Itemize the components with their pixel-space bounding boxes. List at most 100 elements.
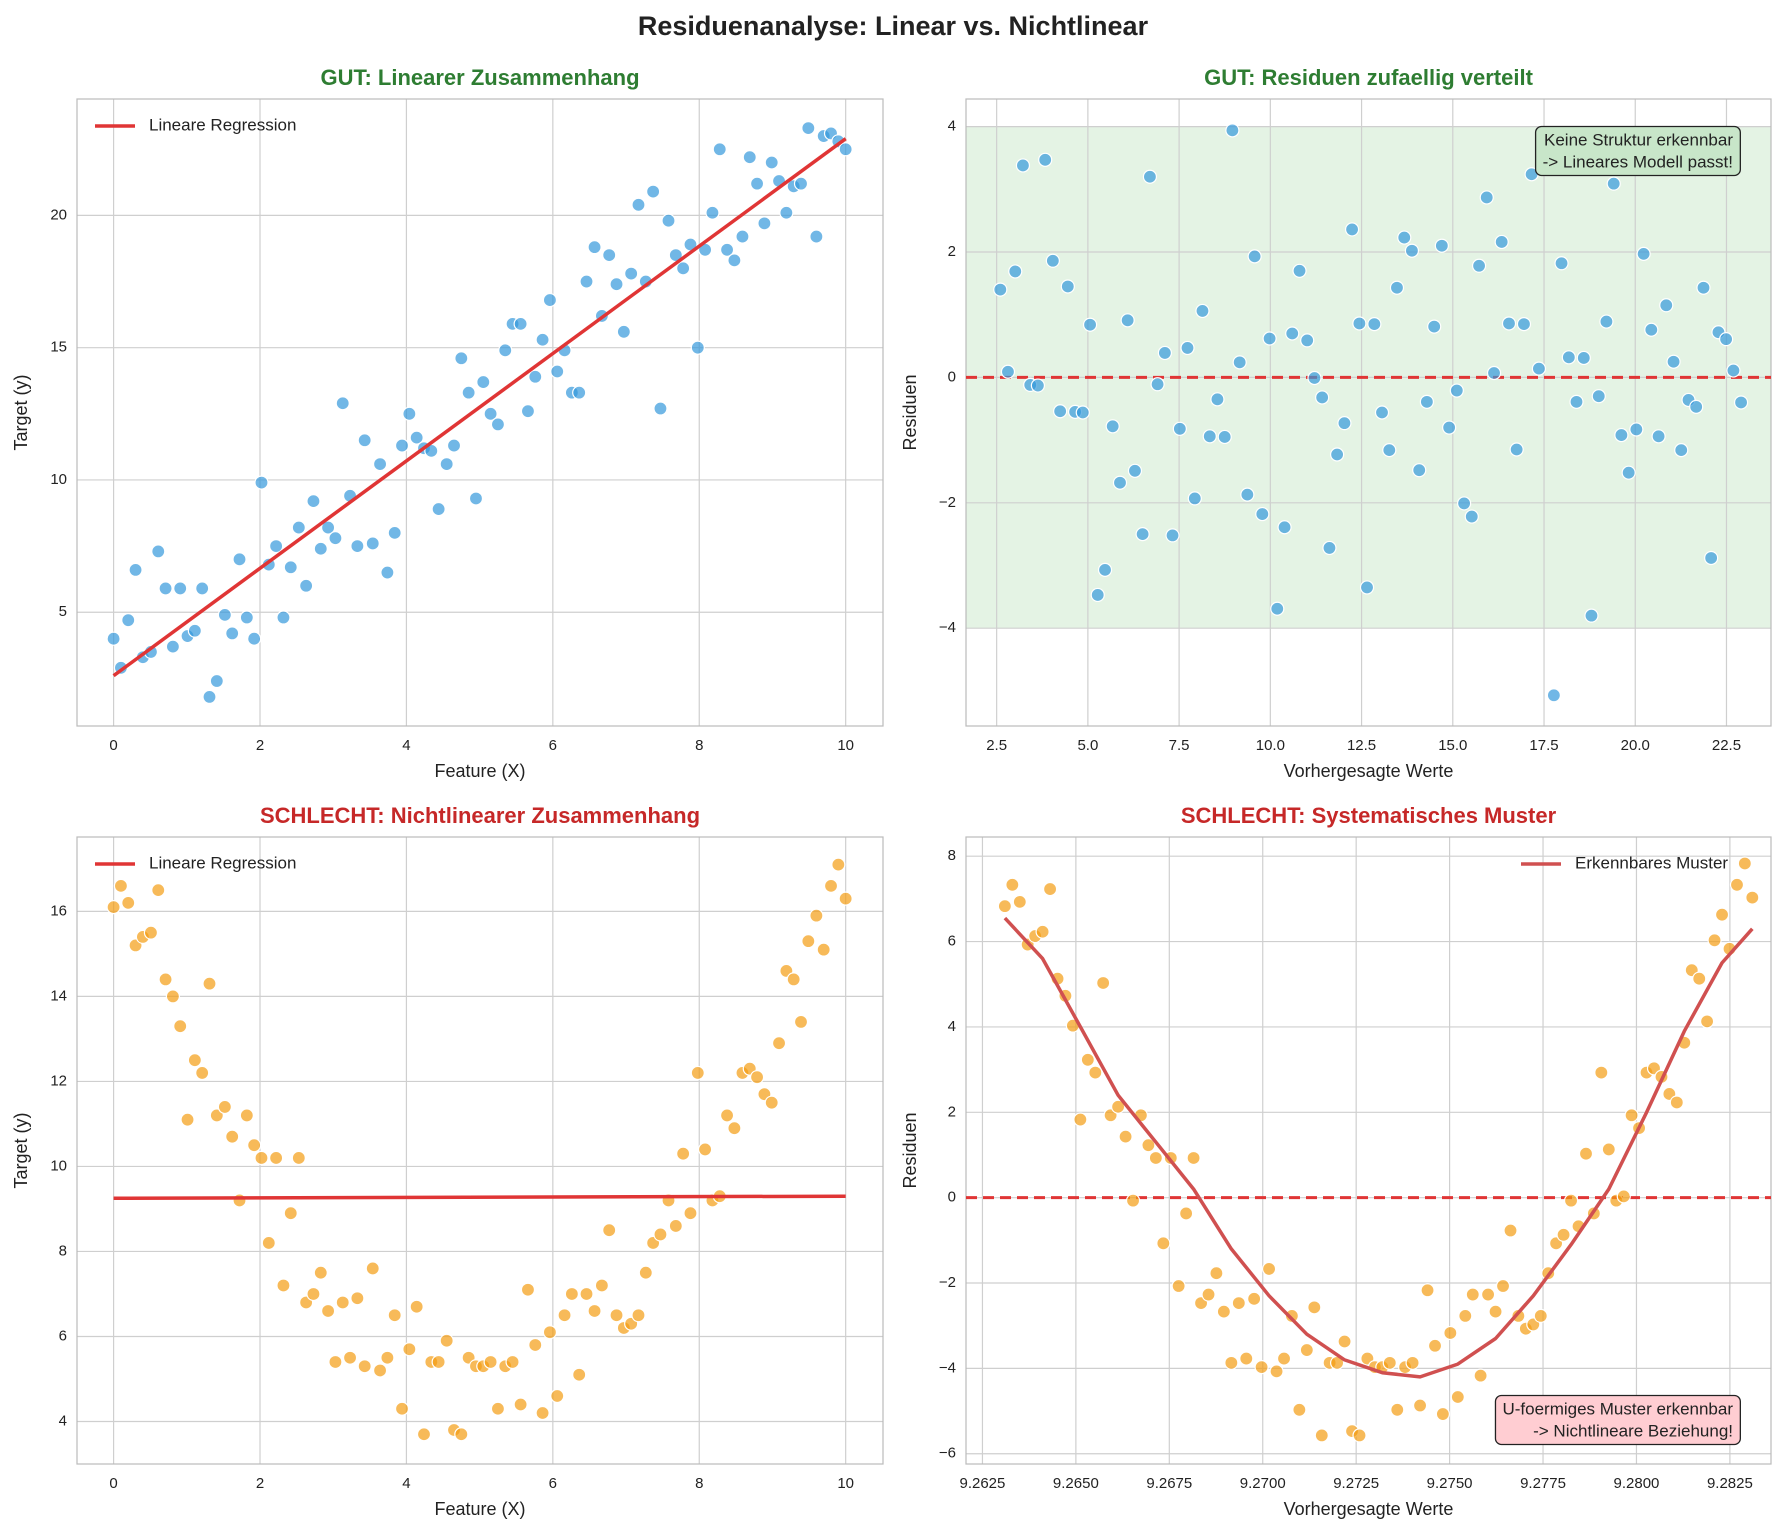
data-point [676, 261, 691, 276]
data-point [232, 1193, 247, 1208]
data-point [1270, 601, 1285, 616]
x-tick-label: 10 [837, 737, 854, 754]
annotation: U-foermiges Muster erkennbar -> Nichtline… [1494, 1394, 1741, 1446]
data-point [158, 972, 173, 987]
y-tick-label: 10 [50, 471, 67, 488]
data-point [1120, 313, 1135, 328]
x-tick-label: 9.2625 [959, 1475, 1005, 1492]
data-point [387, 525, 402, 540]
data-point [328, 1354, 343, 1370]
data-point [690, 340, 705, 355]
data-point [1012, 894, 1027, 909]
data-point [431, 501, 446, 517]
data-point [1330, 447, 1345, 462]
data-point [742, 150, 757, 165]
data-point [1284, 1308, 1299, 1323]
data-point [1142, 169, 1158, 184]
data-point [209, 1108, 224, 1123]
data-point [587, 1303, 602, 1319]
data-point [1464, 509, 1479, 524]
data-point [1707, 933, 1722, 948]
data-point [1636, 246, 1651, 261]
y-tick-label: −6 [939, 1445, 956, 1462]
data-point [793, 1014, 809, 1030]
data-point [1733, 395, 1749, 410]
data-point [1030, 378, 1045, 393]
x-tick-label: 2 [256, 737, 264, 754]
axes-frame [965, 836, 1772, 1465]
data-point [372, 1363, 388, 1378]
data-point [542, 1325, 558, 1340]
data-point [113, 878, 129, 893]
data-point [1005, 877, 1020, 892]
data-point [572, 385, 587, 400]
data-point [276, 1278, 291, 1293]
data-point [505, 1354, 520, 1370]
data-point [1314, 1428, 1329, 1443]
data-point [202, 976, 217, 991]
data-point [195, 581, 210, 596]
data-point [1488, 1304, 1503, 1319]
x-tick-label: 7.5 [1169, 737, 1190, 754]
data-point [1277, 520, 1292, 535]
y-tick-label: 4 [948, 118, 956, 135]
data-point [350, 539, 365, 554]
data-point [1337, 416, 1352, 431]
data-point [513, 316, 528, 331]
y-tick-label: 8 [59, 1242, 67, 1259]
data-point [335, 1295, 350, 1310]
data-point [402, 1342, 417, 1357]
data-point [1090, 587, 1105, 603]
y-axis-label: Residuen [900, 1112, 920, 1188]
y-tick-label: 16 [50, 902, 67, 919]
data-point [1307, 370, 1322, 386]
data-point [1427, 1338, 1443, 1353]
data-point [1300, 333, 1315, 348]
data-point [106, 900, 121, 915]
data-point [676, 1146, 691, 1161]
data-point [1696, 280, 1711, 295]
data-point [247, 631, 262, 646]
data-point [1606, 176, 1621, 191]
data-point [1216, 1304, 1231, 1319]
data-point [535, 1405, 550, 1421]
y-tick-label: 14 [50, 987, 67, 1004]
data-point [454, 351, 469, 366]
data-point [1494, 234, 1509, 250]
data-point [1042, 881, 1058, 897]
data-point [1471, 258, 1487, 273]
x-tick-label: 4 [402, 737, 410, 754]
x-axis-label: Vorhergesagte Werte [1284, 761, 1454, 781]
data-point [1457, 496, 1472, 511]
data-point [1255, 506, 1270, 522]
data-point [350, 1291, 365, 1306]
data-point [997, 899, 1012, 914]
data-point [1088, 1065, 1103, 1080]
x-tick-label: 9.2825 [1707, 1475, 1753, 1492]
data-point [239, 610, 254, 625]
data-point [1511, 1308, 1526, 1323]
y-tick-label: 5 [59, 603, 67, 620]
data-point [1157, 345, 1172, 361]
data-point [1629, 422, 1644, 437]
y-axis-label: Target (y) [11, 1112, 31, 1188]
data-point [572, 1367, 587, 1382]
data-point [313, 1265, 328, 1280]
data-point [764, 1095, 779, 1110]
data-point [698, 1142, 713, 1157]
data-point [1247, 249, 1262, 264]
x-tick-label: 4 [402, 1475, 410, 1492]
data-point [1737, 856, 1752, 871]
data-point [1156, 1236, 1171, 1251]
data-point [624, 266, 639, 281]
data-point [335, 396, 350, 411]
data-point [727, 1121, 742, 1136]
x-tick-label: 22.5 [1712, 737, 1741, 754]
data-point [1201, 1287, 1216, 1302]
data-point [1674, 443, 1689, 458]
data-point [653, 401, 668, 416]
data-point [1719, 332, 1734, 347]
data-point [299, 578, 314, 593]
data-point [557, 1308, 572, 1323]
data-point [1390, 1402, 1405, 1417]
